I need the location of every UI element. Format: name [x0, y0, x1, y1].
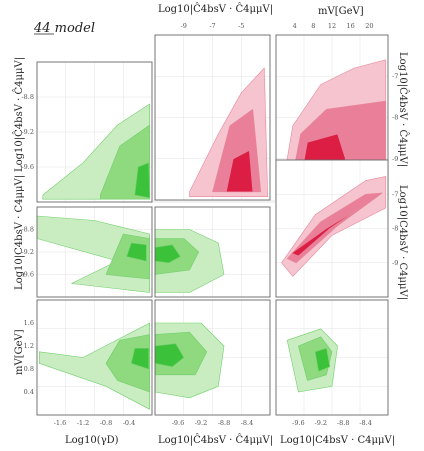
top-axis-label-mv: mV[GeV] — [318, 6, 364, 17]
panel-frame — [36, 206, 153, 298]
y-tick-label: -9.2 — [21, 248, 34, 256]
panel-cc-vs-hat — [154, 206, 271, 298]
y-tick-label: -9.6 — [21, 271, 34, 279]
panel-frame — [275, 299, 389, 416]
x-tick-label: -5 — [238, 22, 244, 30]
contour-inner — [126, 242, 147, 262]
top-axis-label-cchat: Log10|Ĉ4bsV · Ĉ4μμV| — [158, 3, 273, 15]
x-tick-label: 8 — [311, 22, 315, 30]
panel-frame — [154, 34, 271, 201]
panel-mv-vs-hat — [154, 299, 271, 416]
contour-middle — [286, 192, 383, 264]
figure-title: 44 model — [33, 21, 95, 36]
y-tick-label: -9 — [392, 155, 398, 163]
bottom-axis-label-cchat: Log10|Ĉ4bsV · Ĉ4μμV| — [158, 434, 273, 446]
right-axis-label-cc: Log10|C4bsV · C4μμV| — [397, 185, 408, 300]
contour-inner — [134, 162, 150, 199]
x-tick-label: -1.2 — [77, 419, 90, 427]
y-tick-label: -8 — [392, 225, 398, 233]
x-tick-label: -0.4 — [123, 419, 136, 427]
x-tick-label: -9 — [181, 22, 187, 30]
x-tick-label: -8.8 — [337, 419, 350, 427]
x-tick-label: -7 — [209, 22, 215, 30]
y-tick-label: 0.4 — [24, 388, 34, 396]
y-tick-label: 1.2 — [24, 342, 34, 350]
panel-cc-vs-mv-right: -7 -8 -9 — [275, 159, 398, 298]
x-tick-label: -1.6 — [54, 419, 67, 427]
contour-inner — [226, 150, 254, 193]
y-tick-label: 0.8 — [24, 365, 34, 373]
x-tick-label: -9.2 — [195, 419, 208, 427]
panel-frame — [154, 299, 271, 416]
y-tick-label: -8.8 — [21, 93, 34, 101]
y-tick-label: 1.6 — [24, 319, 34, 327]
panel-mv-vs-cc — [275, 299, 389, 416]
x-tick-label: 12 — [328, 22, 336, 30]
contour-inner — [314, 347, 331, 372]
separator-band — [150, 200, 275, 203]
x-tick-label: -9.2 — [315, 419, 328, 427]
panel-cc-vs-gamma: -8.8 -9.2 -9.6 — [21, 206, 153, 298]
bottom-axis-label-gamma: Log10(γD) — [65, 435, 119, 446]
x-tick-label: -8.4 — [241, 419, 254, 427]
x-tick-label: 16 — [347, 22, 355, 30]
left-axis-label-cchat: Log10|Ĉ4bsV · Ĉ4μμV| — [13, 57, 25, 172]
y-tick-label: -9.2 — [21, 128, 34, 136]
panel-frame — [36, 299, 153, 416]
panel-frame — [36, 61, 153, 203]
left-axis-label-mv: mV[GeV] — [14, 329, 25, 375]
y-tick-label: -7 — [392, 72, 398, 80]
x-tick-label: -0.8 — [100, 419, 113, 427]
panel-frame — [154, 206, 271, 298]
x-tick-label: 4 — [293, 22, 297, 30]
x-tick-label: -9.6 — [292, 419, 305, 427]
panels-layer: -8.8 -9.2 -9.6 -8.8 -9.2 -9.6 1.6 1.2 0.8 0.4 -7 -8… — [21, 22, 398, 427]
panel-hat-vs-cchat-top — [154, 34, 271, 201]
x-tick-label: -9.6 — [172, 419, 185, 427]
y-tick-label: -8 — [392, 114, 398, 122]
left-axis-label-cc: Log10|C4bsV · C4μμV| — [14, 175, 25, 290]
x-tick-label: -8.4 — [359, 419, 372, 427]
panel-mv-vs-gamma: 1.6 1.2 0.8 0.4 — [24, 299, 153, 416]
y-tick-label: -9.6 — [21, 163, 34, 171]
x-tick-label: -8.8 — [218, 419, 231, 427]
contour-inner — [131, 347, 149, 370]
y-tick-label: -8.8 — [21, 226, 34, 234]
bottom-axis-label-cc: Log10|C4bsV · C4μμV| — [280, 435, 395, 446]
x-tick-label: 20 — [365, 22, 373, 30]
right-axis-label-cchat: Log10|Ĉ4bsV · Ĉ4μμV| — [397, 52, 409, 167]
y-tick-label: -7 — [392, 190, 398, 198]
panel-frame — [275, 159, 389, 298]
panel-hat-vs-gamma: -8.8 -9.2 -9.6 — [21, 61, 153, 203]
contour-inner — [291, 207, 361, 257]
y-tick-label: -9 — [392, 259, 398, 267]
